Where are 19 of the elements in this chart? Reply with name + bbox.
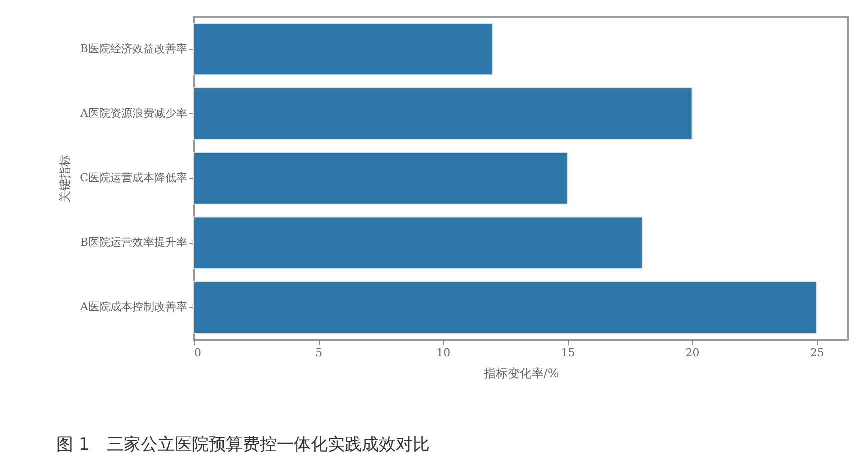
text: 图 1 三家公立医院预算费控一体化实践成效对比	[56, 435, 430, 455]
bar	[194, 281, 818, 334]
bar	[194, 88, 693, 140]
y-tick-label: A医院资源浪费减少率	[80, 106, 188, 120]
x-tick-label: 10	[436, 346, 451, 360]
x-tick-label: 15	[561, 346, 576, 360]
y-tick-label: A医院成本控制改善率	[80, 300, 188, 314]
y-tick-label: B医院经济效益改善率	[80, 42, 188, 56]
x-axis-title: 指标变化率/%	[482, 366, 560, 380]
bar	[194, 216, 643, 270]
y-tick-label: C医院运营成本降低率	[80, 172, 188, 184]
bar	[194, 152, 568, 205]
x-tick-label: 5	[316, 346, 323, 360]
y-axis-title: 关键指标	[58, 155, 72, 203]
bar	[194, 22, 494, 76]
x-tick-label: 25	[810, 346, 824, 360]
y-tick-label: B医院运营效率提升率	[80, 236, 188, 250]
x-tick-label: 0	[194, 346, 202, 360]
x-tick-label: 20	[686, 346, 700, 360]
